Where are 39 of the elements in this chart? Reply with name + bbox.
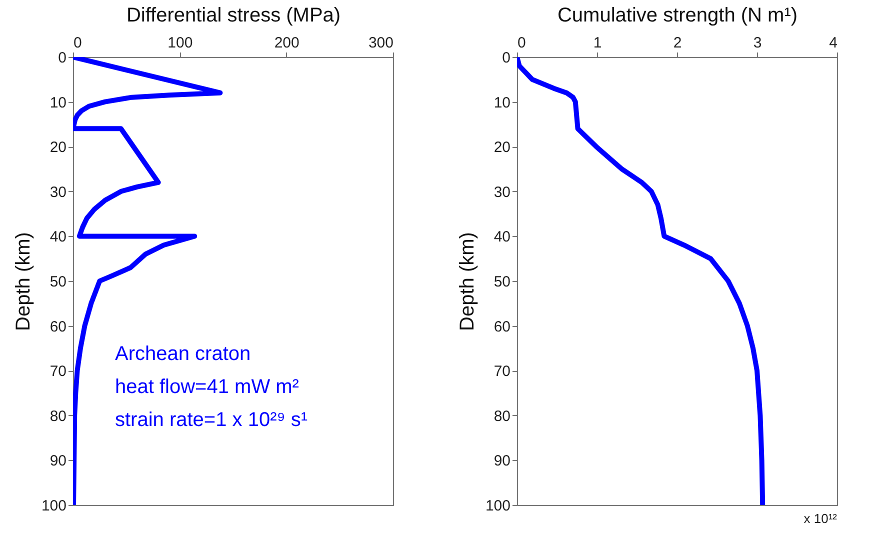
x-tick-label: 4 (829, 34, 838, 52)
y-tick-label: 40 (494, 228, 510, 246)
y-tick-label: 30 (50, 184, 66, 201)
y-axis-title: Depth (km) (12, 232, 34, 331)
y-tick-label: 50 (50, 274, 66, 290)
y-tick-label: 90 (50, 452, 66, 470)
y-tick-label: 0 (58, 50, 66, 66)
annotation: heat flow=41 mW m² (115, 376, 300, 398)
y-tick-label: 90 (494, 452, 510, 470)
y-tick-label: 100 (485, 498, 510, 514)
x-tick-label: 100 (168, 34, 193, 52)
x-tick-label: 0 (74, 34, 82, 52)
y-tick-label: 20 (494, 139, 510, 156)
y-tick-label: 60 (50, 318, 66, 336)
x-axis-title: Cumulative strength (N m¹) (557, 4, 798, 26)
y-tick-label: 40 (50, 228, 66, 246)
x-axis-title: Differential stress (MPa) (126, 4, 341, 26)
y-tick-label: 70 (50, 363, 66, 380)
annotation: Archean craton (115, 343, 251, 365)
y-axis-title: Depth (km) (456, 232, 478, 331)
y-tick-label: 20 (50, 139, 66, 156)
x-tick-label: 200 (274, 34, 300, 52)
y-tick-label: 30 (494, 184, 510, 201)
x-tick-label: 0 (518, 34, 526, 52)
y-tick-label: 60 (494, 318, 510, 336)
y-tick-label: 70 (494, 363, 510, 380)
x-tick-label: 3 (753, 34, 762, 52)
y-tick-label: 80 (494, 408, 510, 425)
y-tick-label: 10 (494, 94, 510, 112)
text: x 10¹² (804, 511, 838, 526)
annotation: strain rate=1 x 10²⁹ s¹ (115, 409, 308, 431)
y-tick-label: 0 (502, 50, 510, 66)
y-tick-label: 50 (494, 274, 510, 290)
y-tick-label: 100 (41, 498, 66, 514)
x-tick-label: 1 (593, 34, 602, 52)
y-tick-label: 10 (50, 94, 66, 112)
x-tick-label: 2 (673, 34, 682, 52)
x-tick-label: 300 (368, 34, 394, 52)
y-tick-label: 80 (50, 408, 66, 425)
